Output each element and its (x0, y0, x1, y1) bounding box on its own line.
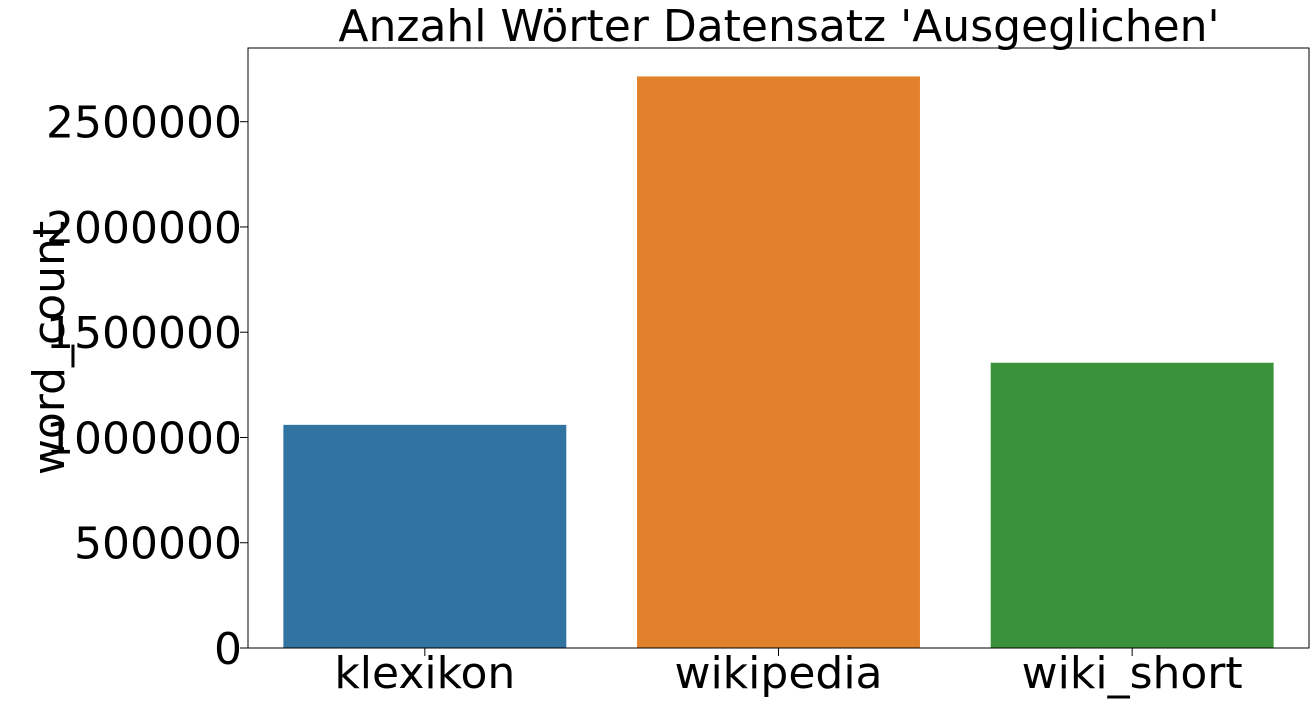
y-tick-label-2000000: 2000000 (46, 203, 242, 254)
y-tick-label-1500000: 1500000 (46, 308, 242, 359)
x-tick-label-klexikon: klexikon (334, 648, 515, 699)
bar-klexikon (283, 424, 567, 648)
y-tick-label-2500000: 2500000 (46, 98, 242, 149)
bar-wiki_short (990, 362, 1274, 648)
y-tick-label-500000: 500000 (74, 519, 242, 570)
bar-wikipedia (637, 76, 920, 649)
y-axis-label: word_count (24, 221, 75, 475)
y-tick-label-1000000: 1000000 (46, 413, 242, 464)
bars-layer (283, 76, 1274, 649)
y-axis-ticks: 0 500000 1000000 1500000 2000000 2500000 (46, 98, 248, 675)
x-tick-label-wiki_short: wiki_short (1022, 648, 1243, 699)
chart-title: Anzahl Wörter Datensatz 'Ausgeglichen' (338, 1, 1219, 52)
plot-area-frame (247, 47, 1310, 649)
x-axis-ticks: klexikon wikipedia wiki_short (334, 648, 1243, 699)
y-tick-label-0: 0 (214, 624, 242, 675)
x-tick-label-wikipedia: wikipedia (674, 648, 882, 699)
